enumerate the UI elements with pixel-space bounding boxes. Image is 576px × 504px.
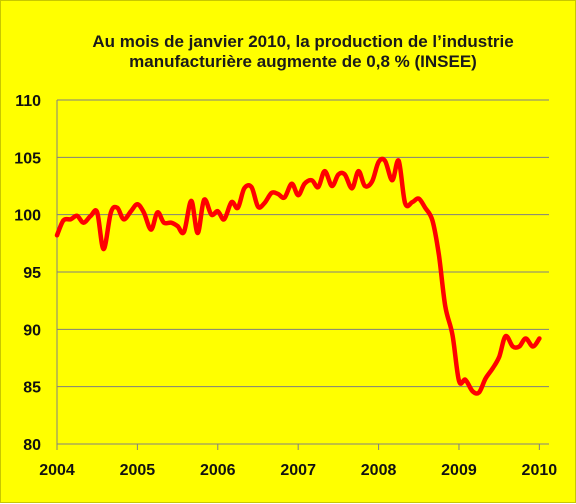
chart-title-line-1: Au mois de janvier 2010, la production d… [92, 32, 513, 51]
series-line-0 [54, 156, 542, 396]
x-tick-label: 2005 [120, 462, 156, 479]
x-tick-label: 2006 [200, 462, 236, 479]
x-tick-label: 2008 [361, 462, 397, 479]
y-tick-label: 100 [14, 208, 41, 225]
gridlines [57, 99, 549, 388]
chart-title-line-2: manufacturière augmente de 0,8 % (INSEE) [129, 52, 477, 71]
y-tick-label: 95 [23, 265, 41, 282]
x-axis-tick-labels: 2004 2005 2006 2007 2008 2009 2010 [39, 462, 557, 479]
x-tick-label: 2004 [39, 462, 75, 479]
y-tick-label: 90 [23, 322, 41, 339]
y-tick-label: 80 [23, 437, 41, 454]
series-group [54, 156, 542, 396]
x-tick-label: 2010 [522, 462, 558, 479]
chart-title: Au mois de janvier 2010, la production d… [92, 32, 513, 71]
y-tick-label: 105 [14, 150, 41, 167]
y-axis-tick-labels: 80 85 90 95 100 105 110 [14, 93, 41, 454]
axes [56, 100, 549, 450]
y-tick-label: 85 [23, 380, 41, 397]
x-tick-label: 2009 [441, 462, 477, 479]
y-tick-label: 110 [15, 93, 41, 110]
x-tick-label: 2007 [280, 462, 316, 479]
